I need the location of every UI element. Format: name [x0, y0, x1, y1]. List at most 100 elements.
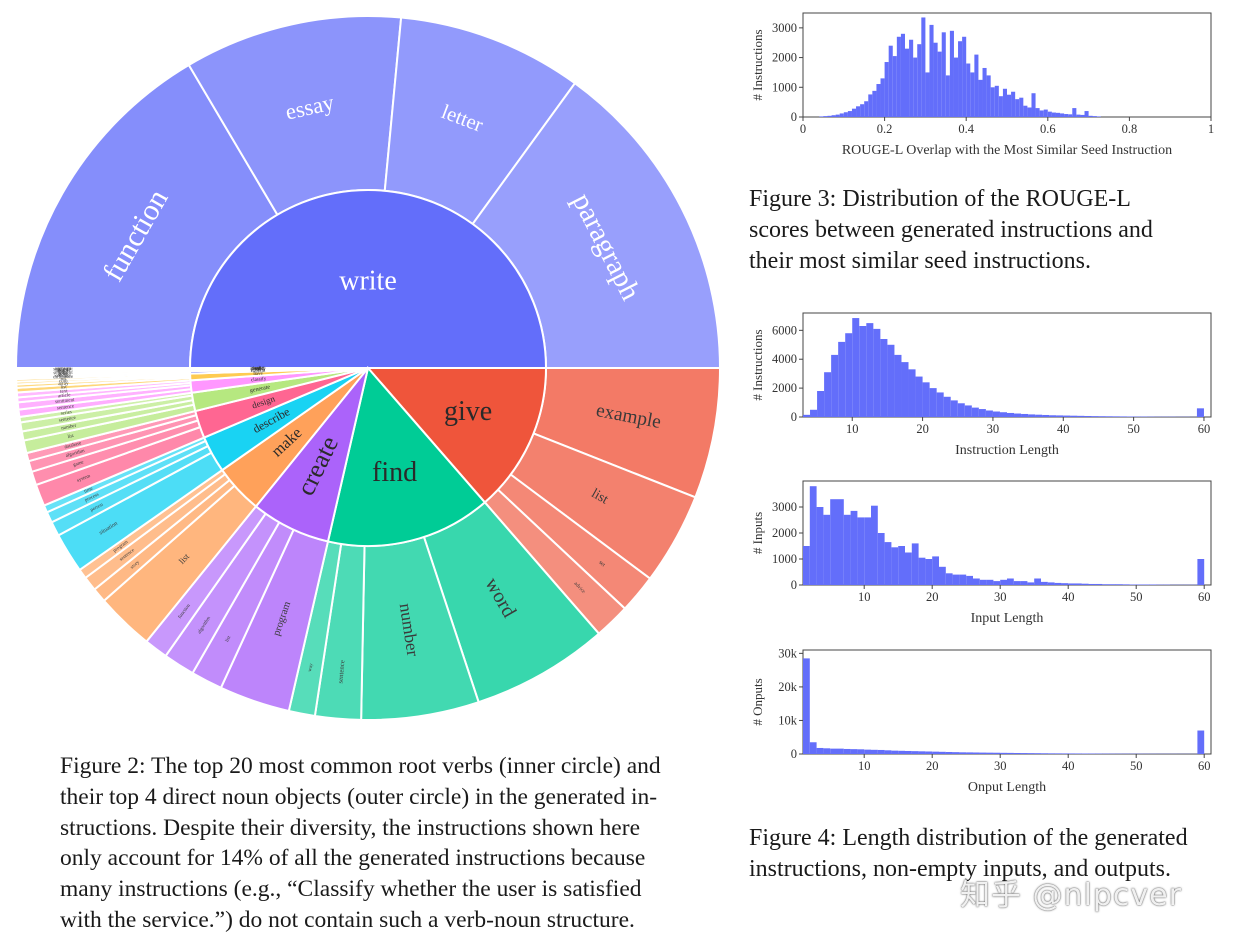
- sunburst-outer-label: algorithm: [65, 449, 85, 459]
- caption-line: Figure 4: Length distribution of the gen…: [749, 825, 1188, 851]
- histogram-bar: [911, 543, 919, 585]
- histogram-bar: [1196, 408, 1204, 417]
- histogram-bar: [1035, 108, 1040, 117]
- histogram-bar: [823, 116, 828, 117]
- histogram-bar: [1054, 753, 1062, 754]
- histogram-bar: [966, 575, 973, 585]
- y-tick-label: 2000: [772, 381, 797, 395]
- histogram-bar: [866, 323, 874, 417]
- histogram-bar: [1109, 584, 1116, 585]
- x-tick-label: 0.6: [1040, 122, 1056, 136]
- histogram-bar: [1015, 99, 1020, 117]
- output-length-histogram: 10 20 30 40 50 60 0 10k 20k 30k Onput Length # Onpu…: [750, 646, 1212, 795]
- histogram-bar: [1115, 584, 1123, 585]
- sunburst-inner-label: give: [444, 396, 492, 427]
- histogram-bar: [936, 392, 944, 417]
- histogram-bar: [1014, 413, 1022, 417]
- histogram-bar: [1041, 753, 1048, 754]
- histogram-bar: [1043, 109, 1048, 117]
- histogram-bar: [1129, 584, 1137, 585]
- histogram-bar: [993, 752, 1001, 754]
- histogram-bar: [894, 354, 902, 417]
- histogram-bar: [1105, 416, 1113, 417]
- histogram-bar: [877, 749, 885, 754]
- histogram-bar: [1136, 584, 1143, 585]
- histogram-bar: [876, 84, 881, 117]
- histogram-bar: [1122, 584, 1130, 585]
- y-tick-label: 30k: [778, 646, 798, 660]
- sunburst-inner-label: classify: [251, 377, 267, 384]
- histogram-bar: [918, 557, 926, 585]
- histogram-bar: [803, 546, 810, 585]
- histogram-bar: [978, 409, 986, 417]
- sunburst-outer-label: process: [84, 492, 100, 503]
- x-tick-label: 40: [1062, 590, 1075, 604]
- histogram-bar: [913, 57, 918, 117]
- histogram-bar: [1035, 414, 1043, 417]
- histogram-bar: [1197, 730, 1205, 754]
- histogram-bar: [852, 318, 860, 417]
- histogram-bar: [1098, 416, 1106, 417]
- histogram-bar: [819, 116, 824, 117]
- histogram-bar: [888, 45, 893, 117]
- histogram-bar: [839, 113, 844, 117]
- histogram-bar: [1049, 415, 1057, 417]
- x-tick-label: 20: [916, 422, 929, 436]
- histogram-bar: [959, 574, 967, 585]
- x-tick-label: 0.8: [1122, 122, 1138, 136]
- histogram-bar: [1092, 116, 1097, 117]
- histogram-bar: [929, 388, 937, 417]
- y-tick-label: 0: [791, 578, 797, 592]
- histogram-bar: [1070, 415, 1078, 417]
- histogram-bar: [978, 79, 983, 117]
- histogram-bar: [1060, 113, 1065, 117]
- histogram-bar: [1084, 415, 1092, 417]
- caption-line: instructions, non-empty inputs, and outp…: [749, 855, 1171, 882]
- histogram-bar: [1061, 753, 1069, 754]
- x-axis-label: Instruction Length: [955, 443, 1059, 458]
- x-tick-label: 0.2: [877, 122, 893, 136]
- histogram-bar: [986, 75, 991, 117]
- histogram-bar: [992, 411, 1000, 417]
- histogram-bar: [877, 533, 885, 585]
- histogram-bar: [803, 658, 810, 754]
- y-axis-label: # Instructions: [750, 329, 765, 400]
- histogram-bar: [949, 30, 954, 117]
- histogram-bar: [838, 341, 846, 417]
- histogram-bar: [943, 396, 951, 417]
- sunburst-outer-label: list: [67, 434, 75, 440]
- input-length-panel: 10 20 30 40 50 60 0 1000 2000 3000 Input Length # I…: [745, 473, 1225, 633]
- histogram-bar: [945, 573, 953, 585]
- y-tick-label: 20k: [778, 680, 798, 694]
- histogram-bar: [817, 391, 825, 417]
- histogram-bar: [979, 579, 987, 585]
- histogram-bar: [986, 579, 994, 585]
- histogram-bar: [864, 101, 869, 117]
- y-tick-label: 1000: [772, 80, 797, 94]
- sunburst-outer-label: sentiment: [53, 371, 73, 376]
- histogram-bar: [898, 546, 905, 585]
- histogram-bar: [1011, 91, 1016, 117]
- sunburst-inner-segment-find: [326, 365, 487, 547]
- histogram-bar: [971, 407, 979, 417]
- histogram-bar: [966, 63, 971, 117]
- histogram-bar: [925, 559, 933, 585]
- histogram-bar: [857, 749, 865, 754]
- x-tick-label: 60: [1198, 422, 1211, 436]
- histogram-bar: [1081, 583, 1089, 585]
- x-tick-label: 30: [987, 422, 1000, 436]
- sunburst-outer-label: series: [60, 410, 72, 417]
- histogram-bar: [1064, 114, 1069, 117]
- histogram-bar: [1102, 584, 1109, 585]
- sunburst-outer-label: text: [60, 389, 68, 395]
- sunburst-outer-label: coin: [59, 379, 68, 384]
- x-tick-label: 20: [926, 759, 939, 773]
- sunburst-outer-label: number: [61, 424, 77, 432]
- figure-3-caption: Figure 3: Distribution of the ROUGE-L sc…: [749, 184, 1219, 276]
- sunburst-inner-label: use: [255, 366, 262, 371]
- histogram-bar: [1119, 416, 1127, 417]
- histogram-bar: [1088, 583, 1096, 585]
- histogram-bar: [958, 41, 963, 118]
- histogram-bar: [891, 750, 899, 754]
- histogram-bar: [859, 326, 867, 417]
